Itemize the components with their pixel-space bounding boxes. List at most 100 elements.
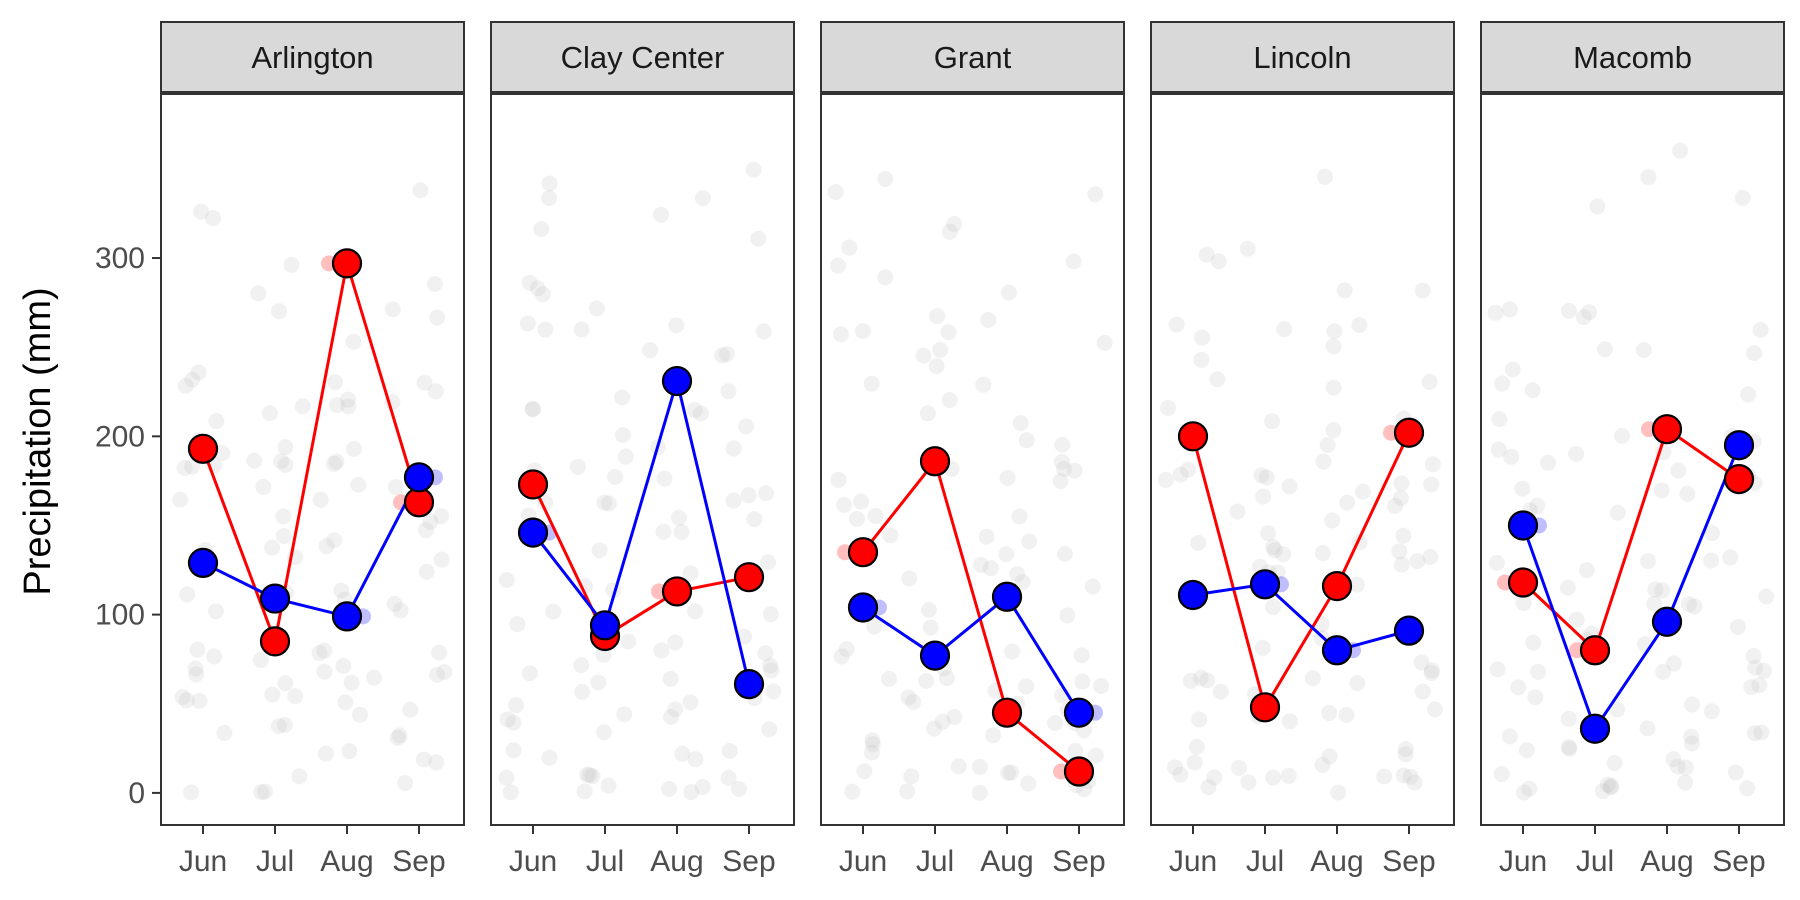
background-point	[352, 706, 369, 723]
background-point	[498, 769, 515, 786]
data-point-blue-jul	[259, 583, 291, 614]
background-point	[283, 256, 300, 273]
background-points	[827, 171, 1113, 801]
background-point	[1490, 441, 1507, 458]
background-point	[841, 239, 858, 256]
background-point	[1397, 741, 1414, 758]
background-point	[343, 674, 360, 691]
background-point	[833, 648, 850, 665]
background-point	[1703, 552, 1720, 569]
background-point	[427, 383, 444, 400]
background-point	[1568, 611, 1585, 628]
background-point	[389, 729, 406, 746]
series-line-blue	[202, 476, 421, 619]
background-point	[1276, 321, 1293, 338]
background-point	[1581, 304, 1598, 321]
data-point-red-jun	[187, 433, 219, 464]
background-point	[854, 322, 871, 339]
data-point-red-sep	[733, 562, 765, 593]
background-point	[1190, 534, 1207, 551]
data-point-blue-sep	[1723, 430, 1755, 461]
background-point	[1199, 672, 1216, 689]
background-point	[999, 469, 1016, 486]
background-point	[431, 644, 448, 661]
background-point	[1729, 619, 1746, 636]
background-point	[972, 556, 989, 573]
series-line-red	[1191, 432, 1411, 712]
background-point	[1280, 767, 1297, 784]
facet-panel-5: Macomb Jun Jul Aug Sep	[1480, 21, 1785, 878]
series-line-blue	[531, 375, 751, 685]
background-point	[614, 389, 631, 406]
background-point	[1281, 478, 1298, 495]
background-point	[318, 538, 335, 555]
background-point	[1393, 475, 1410, 492]
background-point	[1003, 764, 1020, 781]
background-point	[1194, 329, 1211, 346]
background-point	[1686, 598, 1703, 615]
background-point	[1487, 304, 1504, 321]
background-point	[1743, 679, 1760, 696]
x-tick-label: Jun	[839, 845, 887, 878]
background-point	[1265, 599, 1282, 616]
background-point	[327, 374, 344, 391]
background-point	[1014, 573, 1031, 590]
series-line-blue	[1192, 582, 1410, 652]
data-point-blue-jun	[1507, 510, 1539, 541]
data-point-blue-sep	[1393, 615, 1425, 646]
x-tick-label: Jul	[256, 845, 294, 878]
background-point	[253, 784, 270, 801]
background-point	[1093, 677, 1110, 694]
background-point	[1052, 473, 1069, 490]
background-point	[1336, 282, 1353, 299]
background-point	[499, 711, 516, 728]
background-point	[1423, 665, 1440, 682]
background-point	[692, 405, 709, 422]
background-point	[1677, 759, 1694, 776]
background-point	[694, 779, 711, 796]
facet-panel-1: Arlington Jun Jul Aug Sep	[160, 21, 465, 878]
background-point	[345, 333, 362, 350]
background-point	[1677, 774, 1694, 791]
background-point	[1191, 711, 1208, 728]
background-point	[998, 546, 1015, 563]
background-point	[1602, 779, 1619, 796]
x-tick-label: Sep	[1382, 845, 1435, 878]
background-point	[533, 220, 550, 237]
background-point	[1059, 607, 1076, 624]
background-point	[1722, 549, 1739, 566]
background-point	[261, 405, 278, 422]
background-point	[614, 426, 631, 443]
background-point	[663, 709, 680, 726]
data-point-red-jul	[1249, 692, 1281, 723]
background-point	[174, 688, 191, 705]
background-point	[1422, 548, 1439, 565]
background-point	[1679, 485, 1696, 502]
data-point-blue-sep	[1063, 697, 1095, 728]
background-points	[498, 161, 782, 801]
background-point	[1746, 725, 1763, 742]
x-tick-label: Sep	[392, 845, 445, 878]
background-point	[1504, 361, 1521, 378]
panel-border	[160, 93, 465, 826]
data-point-blue-jun	[187, 547, 219, 579]
background-point	[1047, 714, 1064, 731]
background-point	[1324, 512, 1341, 529]
background-point	[1514, 480, 1531, 497]
background-point	[1325, 338, 1342, 355]
data-point-red-sep	[1723, 464, 1755, 495]
background-point	[1255, 488, 1272, 505]
background-point	[1166, 759, 1183, 776]
background-point	[1683, 728, 1700, 745]
background-point	[915, 347, 932, 364]
background-point	[1734, 189, 1751, 206]
background-point	[1646, 595, 1663, 612]
background-point	[1275, 546, 1292, 563]
background-point	[1073, 647, 1090, 664]
x-tick-label: Jul	[586, 845, 624, 878]
background-point	[316, 663, 333, 680]
background-point	[827, 184, 844, 201]
background-point	[1669, 758, 1686, 775]
series-line-red	[531, 483, 750, 639]
background-point	[1603, 778, 1620, 795]
